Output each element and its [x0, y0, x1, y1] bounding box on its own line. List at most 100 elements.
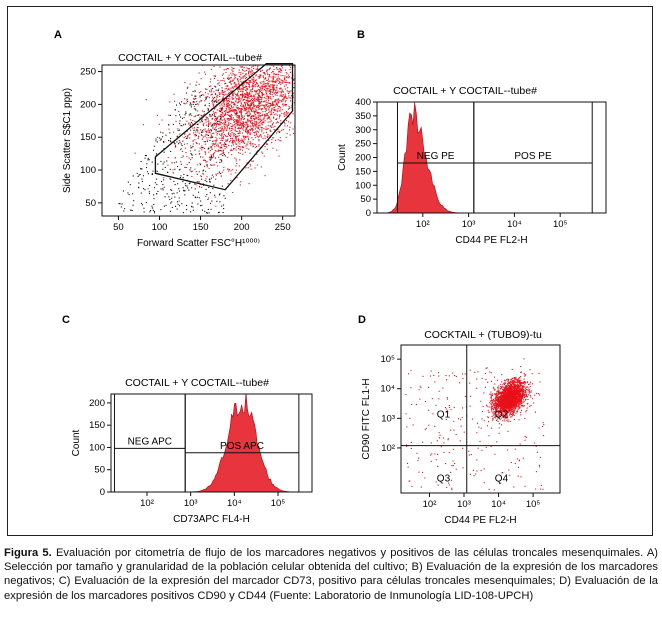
event-dot [224, 83, 226, 85]
event-dot [280, 88, 282, 90]
event-dot [241, 115, 243, 117]
event-dot [261, 130, 263, 132]
event-dot [196, 114, 198, 116]
event-dot [282, 60, 283, 61]
event-dot [505, 413, 507, 415]
event-dot [288, 116, 290, 118]
event-dot [175, 115, 177, 117]
event-dot [507, 400, 509, 402]
event-dot [197, 131, 199, 133]
event-dot [194, 197, 196, 199]
event-dot [217, 151, 219, 153]
event-dot [520, 385, 522, 387]
event-dot [235, 169, 237, 171]
event-dot [508, 382, 510, 384]
event-dot [289, 69, 291, 71]
event-dot [259, 88, 261, 90]
event-dot [179, 114, 181, 116]
event-dot [264, 146, 266, 148]
event-dot [246, 143, 248, 145]
event-dot [225, 135, 227, 137]
event-dot [233, 119, 235, 121]
event-dot [178, 140, 180, 142]
event-dot [228, 114, 230, 116]
event-dot [227, 111, 229, 113]
event-dot [256, 135, 258, 137]
event-dot [210, 177, 212, 179]
event-dot [515, 395, 517, 397]
event-dot [221, 108, 223, 110]
event-dot [229, 141, 231, 143]
event-dot [174, 109, 176, 111]
event-dot [255, 90, 257, 92]
event-dot [277, 90, 279, 92]
event-dot [178, 143, 180, 145]
event-dot [194, 108, 196, 110]
event-dot [520, 394, 522, 396]
event-dot [240, 146, 242, 148]
event-dot [246, 95, 248, 97]
event-dot [259, 90, 261, 92]
event-dot [250, 103, 252, 105]
event-dot [312, 54, 313, 55]
event-dot [245, 121, 247, 123]
event-dot [220, 175, 222, 177]
event-dot [231, 86, 233, 88]
event-dot [273, 114, 275, 116]
event-dot [515, 378, 517, 380]
event-dot [213, 132, 215, 134]
event-dot [293, 82, 295, 84]
event-dot [319, 91, 320, 92]
x-axis-label: CD44 PE FL2-H [455, 235, 527, 246]
event-dot [193, 98, 195, 100]
event-dot [495, 408, 497, 410]
event-dot [203, 159, 205, 161]
event-dot [272, 38, 273, 39]
event-dot [241, 138, 243, 140]
event-dot [309, 103, 310, 104]
event-dot [239, 184, 241, 186]
event-dot [288, 52, 289, 53]
event-dot [278, 155, 280, 157]
event-dot [211, 113, 213, 115]
event-dot [222, 108, 224, 110]
event-dot [156, 170, 158, 172]
event-dot [274, 81, 276, 83]
event-dot [226, 87, 228, 89]
event-dot [174, 157, 176, 159]
event-dot [274, 76, 276, 78]
event-dot [508, 389, 510, 391]
event-dot [231, 154, 233, 156]
event-dot [500, 385, 502, 387]
event-dot [510, 410, 512, 412]
event-dot [505, 417, 507, 419]
event-dot [524, 381, 526, 383]
event-dot [238, 152, 240, 154]
event-dot [282, 105, 284, 107]
event-dot [313, 142, 314, 143]
event-dot [181, 157, 183, 159]
event-dot [214, 119, 216, 121]
event-dot [260, 92, 262, 94]
event-dot [248, 95, 250, 97]
event-dot [296, 84, 297, 85]
event-dot [221, 74, 223, 76]
event-dot [230, 87, 232, 89]
event-dot [206, 161, 208, 163]
event-dot [196, 128, 198, 130]
event-dot [270, 91, 272, 93]
event-dot [222, 96, 224, 98]
event-dot [257, 106, 259, 108]
x-tick-label: 10⁴ [227, 498, 242, 509]
event-dot [236, 93, 238, 95]
event-dot [264, 113, 266, 115]
y-tick-label: 200 [355, 153, 371, 164]
event-dot [282, 95, 284, 97]
event-dot [215, 150, 217, 152]
event-dot [510, 388, 512, 390]
event-dot [269, 74, 271, 76]
event-dot [205, 92, 207, 94]
event-dot [509, 382, 511, 384]
event-dot [273, 109, 275, 111]
event-dot [195, 98, 197, 100]
